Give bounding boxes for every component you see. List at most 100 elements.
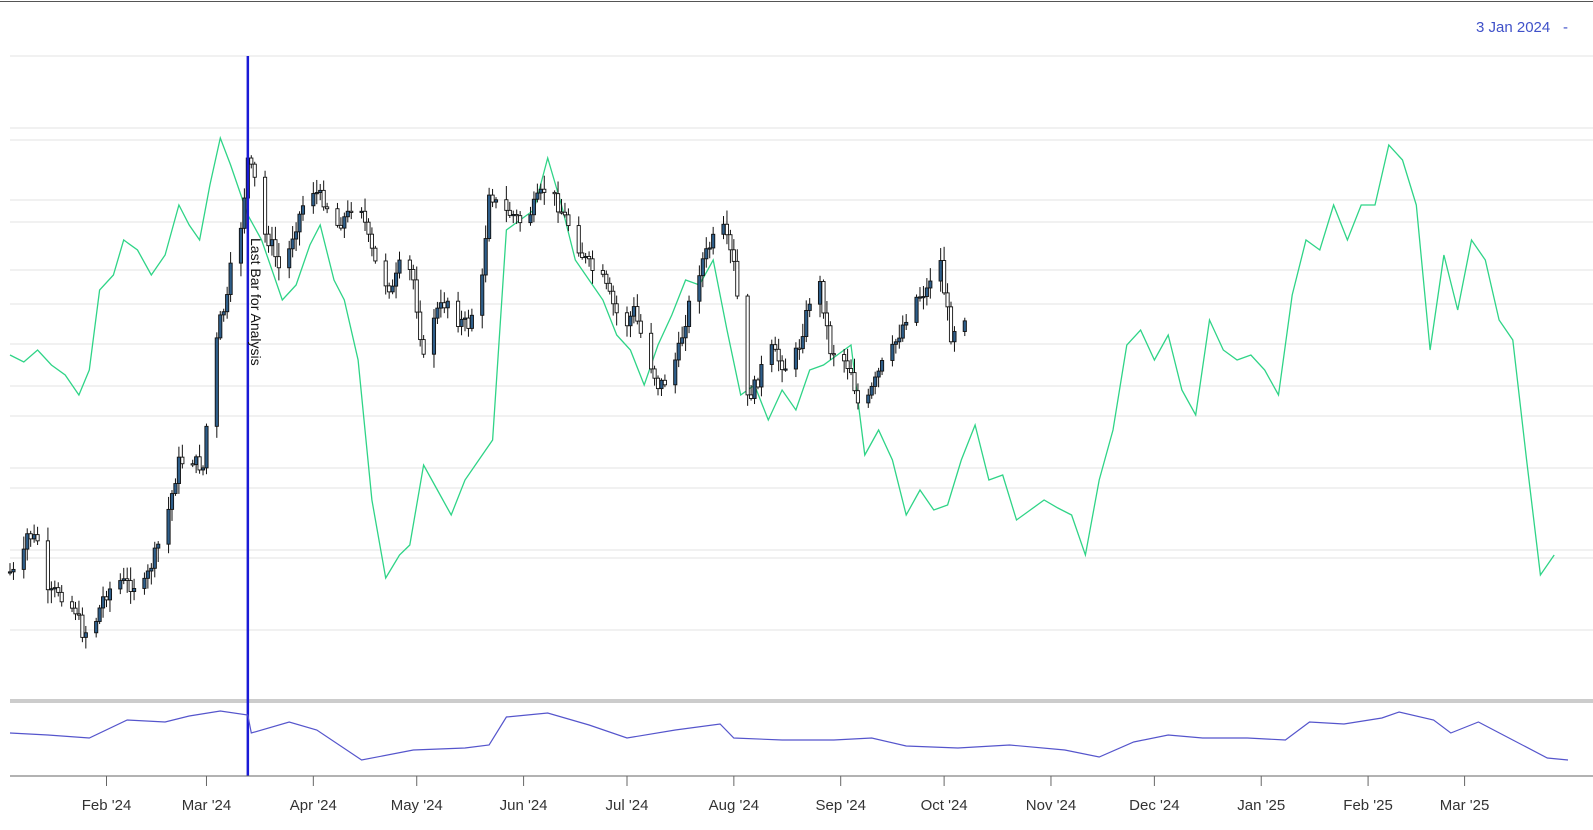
candle	[266, 225, 271, 253]
candle-body	[390, 285, 395, 293]
candle	[311, 182, 316, 214]
candle	[728, 229, 733, 264]
candle-body	[566, 214, 571, 227]
candle-body	[735, 260, 740, 297]
candle	[848, 359, 854, 376]
candle	[948, 301, 954, 345]
candle	[952, 326, 957, 352]
grid-lines	[10, 55, 1593, 703]
candle	[145, 564, 150, 589]
candle-body	[904, 321, 909, 326]
candle	[76, 600, 81, 620]
candle	[197, 444, 202, 474]
candle	[438, 289, 443, 318]
candle-body	[345, 210, 350, 218]
analysis-marker-label: Last Bar for Analysis	[248, 238, 264, 366]
candle	[397, 251, 402, 279]
candle-body	[197, 456, 202, 471]
candle-body	[221, 311, 226, 316]
candle-body	[414, 279, 419, 313]
candle-body	[190, 463, 195, 466]
candle	[107, 581, 113, 612]
candle	[614, 295, 619, 326]
candle-body	[152, 547, 157, 569]
candle	[32, 524, 37, 543]
candle	[366, 218, 371, 243]
candle-body	[311, 193, 316, 207]
candle	[700, 252, 705, 288]
candle	[59, 585, 64, 607]
candle	[169, 490, 175, 521]
candle	[831, 344, 836, 367]
candle	[873, 371, 878, 395]
x-axis-tick-label: Mar '25	[1440, 797, 1490, 814]
candle	[893, 338, 898, 354]
candle-body	[228, 262, 233, 295]
candle	[166, 496, 171, 554]
candle	[924, 278, 929, 306]
candle	[552, 190, 557, 206]
candle	[638, 314, 643, 338]
candle	[445, 297, 450, 319]
candle	[866, 388, 871, 408]
analysis-marker[interactable]: Last Bar for Analysis	[246, 56, 264, 776]
candle-body	[821, 281, 826, 314]
candle	[928, 268, 933, 299]
candle	[962, 317, 967, 337]
candle-body	[676, 342, 681, 361]
candle	[652, 365, 657, 386]
candle	[655, 375, 661, 396]
candle-body	[69, 601, 75, 609]
candle	[724, 210, 730, 245]
candle-body	[697, 275, 702, 302]
candle	[683, 314, 688, 351]
candle-body	[266, 233, 271, 247]
candle	[225, 286, 230, 319]
candle-body	[707, 247, 712, 250]
candle-body	[369, 233, 374, 249]
candle-body	[411, 269, 416, 281]
candle-body	[800, 336, 805, 350]
candle-series	[7, 155, 967, 649]
candle	[338, 217, 343, 231]
candle	[583, 252, 588, 264]
candle-body	[204, 425, 209, 469]
candle-body	[493, 199, 499, 203]
candle-body	[28, 533, 33, 540]
candle-body	[542, 188, 547, 193]
candle-body	[945, 292, 950, 308]
candle	[890, 335, 895, 367]
candle	[828, 321, 833, 360]
candle	[418, 300, 423, 347]
candle	[680, 326, 685, 347]
candle	[459, 310, 464, 336]
candle	[607, 277, 612, 295]
candle	[101, 586, 106, 618]
candle	[204, 423, 209, 475]
candle-body	[683, 326, 688, 339]
candle	[490, 188, 495, 208]
candle-body	[817, 281, 823, 305]
candle	[528, 206, 533, 226]
candle	[335, 202, 340, 228]
candle-body	[456, 300, 461, 327]
candle-body	[511, 214, 516, 217]
candle-body	[35, 534, 40, 542]
candle	[287, 240, 292, 279]
candle	[942, 246, 947, 295]
candle	[773, 336, 778, 352]
candle-body	[704, 248, 709, 260]
candle-body	[518, 215, 523, 224]
candle-body	[249, 157, 254, 165]
candle-body	[49, 588, 54, 591]
candle-body	[442, 302, 447, 309]
candle-body	[655, 377, 661, 390]
x-axis-tick-label: Oct '24	[921, 797, 968, 814]
candle	[221, 308, 226, 322]
candle-body	[831, 353, 836, 356]
candle	[118, 573, 123, 595]
candle-body	[297, 213, 302, 233]
candle	[938, 248, 943, 292]
candle	[580, 242, 585, 260]
